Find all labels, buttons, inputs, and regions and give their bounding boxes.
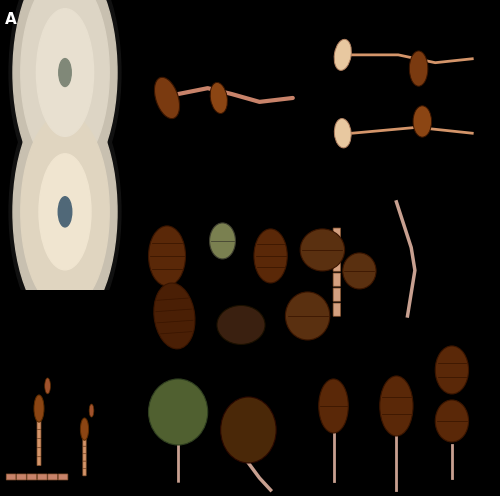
FancyBboxPatch shape bbox=[333, 258, 340, 271]
Circle shape bbox=[21, 0, 109, 171]
FancyBboxPatch shape bbox=[333, 303, 340, 316]
FancyBboxPatch shape bbox=[38, 474, 47, 480]
FancyBboxPatch shape bbox=[83, 439, 86, 446]
Circle shape bbox=[13, 0, 117, 188]
FancyBboxPatch shape bbox=[37, 430, 41, 438]
Ellipse shape bbox=[154, 77, 180, 119]
Ellipse shape bbox=[410, 51, 428, 86]
Text: A: A bbox=[5, 11, 17, 27]
Text: D: D bbox=[322, 12, 335, 27]
Ellipse shape bbox=[343, 253, 376, 289]
Circle shape bbox=[21, 113, 109, 310]
Ellipse shape bbox=[380, 376, 413, 436]
Ellipse shape bbox=[220, 397, 276, 463]
Ellipse shape bbox=[210, 82, 228, 114]
Ellipse shape bbox=[154, 283, 195, 349]
Ellipse shape bbox=[286, 292, 330, 340]
Text: E: E bbox=[136, 205, 146, 220]
FancyBboxPatch shape bbox=[83, 469, 86, 476]
FancyBboxPatch shape bbox=[83, 461, 86, 468]
Ellipse shape bbox=[334, 39, 351, 70]
Ellipse shape bbox=[254, 229, 287, 283]
Ellipse shape bbox=[148, 226, 186, 286]
Ellipse shape bbox=[435, 400, 468, 442]
FancyBboxPatch shape bbox=[333, 228, 340, 241]
Ellipse shape bbox=[210, 223, 236, 259]
Ellipse shape bbox=[89, 404, 94, 417]
Ellipse shape bbox=[148, 379, 208, 445]
Ellipse shape bbox=[334, 119, 351, 148]
FancyBboxPatch shape bbox=[27, 474, 36, 480]
Ellipse shape bbox=[435, 346, 468, 394]
Ellipse shape bbox=[318, 379, 348, 433]
Ellipse shape bbox=[217, 306, 265, 344]
Ellipse shape bbox=[413, 106, 432, 137]
FancyBboxPatch shape bbox=[37, 438, 41, 447]
Circle shape bbox=[9, 87, 121, 337]
FancyBboxPatch shape bbox=[333, 288, 340, 301]
Circle shape bbox=[59, 59, 71, 86]
FancyBboxPatch shape bbox=[333, 273, 340, 286]
Ellipse shape bbox=[34, 395, 44, 422]
Circle shape bbox=[13, 96, 117, 328]
FancyBboxPatch shape bbox=[58, 474, 68, 480]
Text: C: C bbox=[138, 12, 148, 27]
Circle shape bbox=[9, 0, 121, 197]
Ellipse shape bbox=[80, 418, 88, 440]
FancyBboxPatch shape bbox=[37, 421, 41, 430]
Ellipse shape bbox=[44, 378, 51, 394]
FancyBboxPatch shape bbox=[48, 474, 58, 480]
FancyBboxPatch shape bbox=[333, 243, 340, 256]
FancyBboxPatch shape bbox=[16, 474, 26, 480]
Circle shape bbox=[58, 197, 72, 227]
FancyBboxPatch shape bbox=[83, 446, 86, 454]
Circle shape bbox=[36, 9, 94, 136]
FancyBboxPatch shape bbox=[6, 474, 16, 480]
Circle shape bbox=[39, 154, 91, 270]
Text: B: B bbox=[5, 299, 17, 313]
FancyBboxPatch shape bbox=[37, 448, 41, 456]
FancyBboxPatch shape bbox=[37, 457, 41, 466]
Ellipse shape bbox=[300, 229, 344, 271]
FancyBboxPatch shape bbox=[83, 454, 86, 461]
